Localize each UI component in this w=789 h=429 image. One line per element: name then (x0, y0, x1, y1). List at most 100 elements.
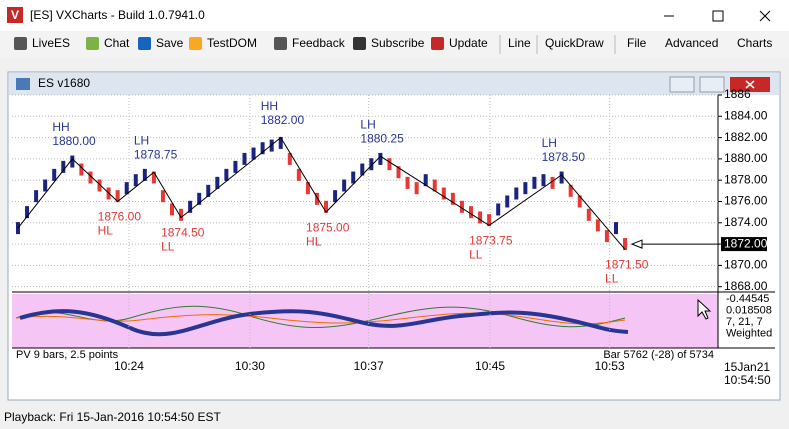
chart-window-title: ES v1680 (38, 76, 90, 90)
swing-tag: LH (134, 133, 149, 147)
toolbar-button[interactable]: Feedback (292, 36, 346, 50)
swing-tag: LL (469, 248, 483, 262)
date-label: 15Jan21 (724, 360, 770, 374)
chart-window-titlebar (9, 73, 779, 95)
y-tick-label: 1882.00 (724, 130, 768, 144)
swing-tag: LL (161, 240, 175, 254)
price-bar (550, 176, 555, 189)
price-bar (613, 222, 618, 235)
toolbar-button[interactable]: QuickDraw (545, 36, 604, 50)
child-restore[interactable] (699, 76, 725, 93)
toolbar-button[interactable]: Advanced (665, 36, 718, 50)
app-icon (7, 7, 23, 23)
swing-tag: LL (605, 272, 619, 286)
close[interactable] (759, 10, 771, 22)
footer-right: Bar 5762 (-28) of 5734 (603, 349, 714, 361)
price-bar (34, 190, 39, 203)
y-tick-label: 1868.00 (724, 279, 768, 293)
toolbar-button[interactable]: TestDOM (207, 36, 257, 50)
toolbar-button[interactable]: File (627, 36, 647, 50)
price-bar (188, 200, 193, 213)
child-minimize[interactable] (669, 76, 695, 93)
price-bar (287, 152, 292, 165)
price-bar (405, 176, 410, 189)
price-bar (487, 214, 492, 227)
toolbar-button[interactable]: Save (156, 36, 184, 50)
footer-left: PV 9 bars, 2.5 points (16, 349, 119, 361)
window-title: [ES] VXCharts - Build 1.0.7941.0 (30, 8, 205, 22)
price-bar (224, 168, 229, 181)
price-bar (314, 192, 319, 205)
price-bar (61, 160, 66, 173)
last-price-label: 1872.00 (724, 236, 768, 250)
toolbar-icon (189, 37, 202, 50)
indicator-slow (15, 312, 626, 325)
swing-price: 1878.75 (134, 147, 178, 161)
price-bar (242, 152, 247, 165)
swing-tag: LH (360, 117, 375, 131)
toolbar-button[interactable]: Chat (104, 36, 130, 50)
price-bar (369, 158, 374, 171)
title-bar (0, 0, 789, 31)
swing-price: 1871.50 (605, 258, 649, 272)
price-bar (43, 179, 48, 192)
price-bar (623, 238, 628, 251)
swing-tag: HL (306, 234, 322, 248)
price-bar (206, 184, 211, 197)
price-bar (333, 190, 338, 203)
price-bar (559, 171, 564, 184)
toolbar-button[interactable]: Line (508, 36, 531, 50)
price-bar (251, 147, 256, 160)
indicator-label: 7, 21, 7 (726, 316, 763, 328)
price-bar (79, 163, 84, 176)
swing-price: 1875.00 (306, 220, 350, 234)
swing-line (17, 136, 626, 250)
toolbar-button[interactable]: LiveES (32, 36, 70, 50)
price-bar (414, 182, 419, 195)
indicator-label: 0.018508 (726, 304, 772, 316)
price-bar (577, 195, 582, 208)
swing-tag: LH (542, 136, 557, 150)
price-bar (450, 192, 455, 205)
price-bar (25, 206, 30, 219)
price-bar (423, 174, 428, 187)
maximize[interactable] (712, 10, 724, 22)
price-bar (296, 168, 301, 181)
price-bar (396, 166, 401, 179)
indicator-label: -0.44545 (726, 293, 769, 305)
x-tick-label: 10:53 (595, 359, 625, 373)
toolbar-icon (86, 37, 99, 50)
toolbar-button[interactable]: Update (449, 36, 488, 50)
price-bar (604, 230, 609, 243)
toolbar-button[interactable]: Subscribe (371, 36, 425, 50)
toolbar-icon (353, 37, 366, 50)
toolbar-icon (138, 37, 151, 50)
time-label: 10:54:50 (724, 373, 771, 387)
price-bar (124, 182, 129, 195)
price-bar (586, 208, 591, 221)
price-bar (523, 182, 528, 195)
price-bar (595, 219, 600, 232)
price-bar (142, 168, 147, 181)
indicator-label: Weighted (726, 327, 772, 339)
price-bar (215, 176, 220, 189)
toolbar (0, 31, 789, 58)
chart-icon (16, 78, 30, 90)
price-bar (324, 200, 329, 213)
swing-price: 1882.00 (261, 113, 305, 127)
price-bar (133, 174, 138, 187)
toolbar-button[interactable]: Charts (737, 36, 772, 50)
status-text: Playback: Fri 15-Jan-2016 10:54:50 EST (4, 410, 221, 424)
price-bar (179, 208, 184, 221)
x-tick-label: 10:37 (354, 359, 384, 373)
y-tick-label: 1870.00 (724, 258, 768, 272)
status-bar (0, 407, 789, 429)
swing-price: 1873.75 (469, 234, 513, 248)
y-tick-label: 1886 (724, 87, 751, 101)
toolbar-icon (274, 37, 287, 50)
price-bar (496, 203, 501, 216)
swing-tag: HH (52, 120, 69, 134)
price-bar (378, 152, 383, 165)
